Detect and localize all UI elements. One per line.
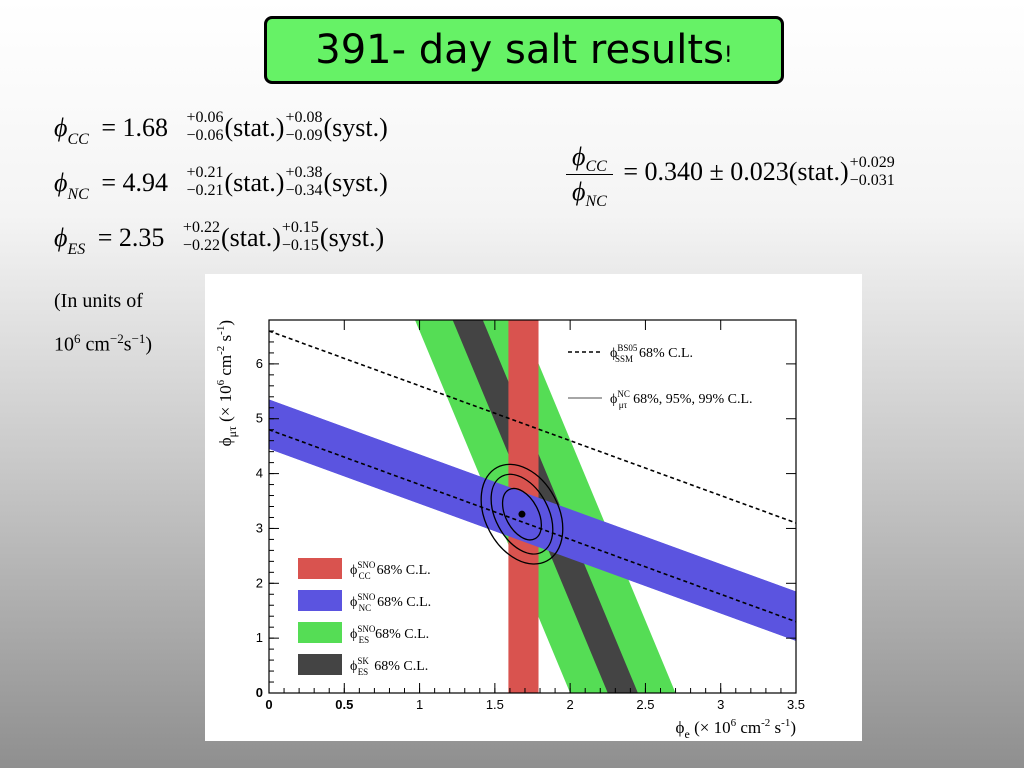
- ratio-fraction: ϕCC ϕNC: [566, 142, 613, 210]
- legend-bottom-label-1: ϕSNO NC 68% C.L.: [350, 592, 431, 613]
- stat-label: (stat.): [220, 222, 281, 252]
- y-tick-label: 3: [256, 520, 263, 535]
- x-axis-label: ϕe (× 106 cm-2 s-1): [676, 717, 796, 741]
- y-tick-label: 4: [256, 466, 263, 481]
- slide-title: 391- day salt results: [315, 27, 724, 73]
- legend-swatch-1: [298, 590, 342, 611]
- y-tick-label: 6: [256, 356, 263, 371]
- contour-68: [501, 487, 542, 541]
- syst-label: (syst.): [319, 222, 385, 252]
- legend-top-label-0: ϕBS05 SSM 68% C.L.: [610, 343, 693, 364]
- units-note: (In units of 106 cm−2s−1): [54, 282, 152, 364]
- syst-label: (syst.): [323, 112, 388, 142]
- slide-title-box: 391- day salt results!: [264, 16, 784, 84]
- contour-99: [480, 463, 564, 565]
- units-line-2: 106 cm−2s−1): [54, 331, 153, 356]
- y-tick-label: 1: [256, 630, 263, 645]
- syst-error: +0.38 −0.34: [285, 164, 323, 199]
- x-tick-label: 2.5: [636, 697, 654, 712]
- stat-error: +0.06 −0.06: [186, 109, 224, 144]
- ratio-equation: ϕCC ϕNC = 0.340 ± 0.023(stat.) +0.029 −0.0…: [566, 142, 896, 210]
- stat-error: +0.21 −0.21: [186, 164, 224, 199]
- flux-plot: 0 0.5 1 1.5 2 2.5 3 3.5 0 1 2 3 4 5 6 ϕe (× 106 cm-2 s-…: [215, 319, 805, 741]
- legend-bottom-label-0: ϕSNO CC 68% C.L.: [350, 560, 431, 581]
- legend-top-label-1: ϕNC μτ 68%, 95%, 99% C.L.: [610, 389, 753, 410]
- x-tick-label: 3.5: [787, 697, 805, 712]
- legend-bottom-label-2: ϕSNO ES 68% C.L.: [350, 624, 429, 645]
- ssm-line-0: [269, 330, 796, 524]
- syst-label: (syst.): [323, 167, 388, 197]
- phi-symbol: ϕ: [54, 222, 68, 252]
- equation-value: = 4.94: [101, 167, 168, 197]
- phi-subscript: CC: [67, 130, 89, 148]
- legend-swatch-0: [298, 558, 342, 579]
- x-tick-label: 0: [265, 697, 272, 712]
- x-tick-label: 1.5: [486, 697, 504, 712]
- equation-cc: ϕCC = 1.68 +0.06 −0.06 (stat.) +0.08 −0.09 (s…: [54, 109, 388, 148]
- equation-value: = 2.35: [97, 222, 165, 252]
- slide-title-suffix: !: [723, 42, 733, 68]
- y-tick-label: 0: [256, 685, 263, 700]
- equation-nc: ϕNC = 4.94 +0.21 −0.21 (stat.) +0.38 −0.34 (s…: [54, 164, 388, 203]
- equation-es: ϕES = 2.35 +0.22 −0.22 (stat.) +0.15 −0.15 (s…: [54, 219, 385, 258]
- x-tick-label: 1: [416, 697, 423, 712]
- legend-bottom-label-3: ϕSK ES 68% C.L.: [350, 656, 428, 677]
- contour-95: [490, 473, 554, 555]
- legend-swatch-3: [298, 654, 342, 675]
- plot-area: [269, 320, 796, 693]
- flux-plot-panel: 0 0.5 1 1.5 2 2.5 3 3.5 0 1 2 3 4 5 6 ϕe (× 106 cm-2 s-…: [205, 274, 862, 741]
- y-axis-label: ϕμτ (× 106 cm-2 s-1): [215, 320, 239, 446]
- stat-label: (stat.): [224, 112, 285, 142]
- stat-error: +0.22 −0.22: [182, 219, 220, 254]
- ratio-value: = 0.340 ± 0.023(stat.): [623, 157, 849, 187]
- phi-subscript: NC: [67, 185, 89, 203]
- x-tick-label: 2: [567, 697, 574, 712]
- y-tick-label: 5: [256, 411, 263, 426]
- ratio-syst-error: +0.029 −0.031: [849, 153, 895, 189]
- ssm-line-1: [269, 428, 796, 623]
- x-tick-label: 3: [717, 697, 724, 712]
- units-line-1: (In units of: [54, 290, 143, 312]
- phi-subscript: ES: [67, 240, 86, 258]
- stat-label: (stat.): [224, 167, 285, 197]
- best-fit-point: [518, 510, 526, 518]
- equation-value: = 1.68: [101, 112, 168, 142]
- x-tick-label: 0.5: [335, 697, 353, 712]
- syst-error: +0.15 −0.15: [281, 219, 319, 254]
- phi-symbol: ϕ: [54, 112, 68, 142]
- band-nc-overlay: [269, 399, 796, 641]
- phi-symbol: ϕ: [54, 167, 68, 197]
- y-tick-label: 2: [256, 575, 263, 590]
- syst-error: +0.08 −0.09: [285, 109, 323, 144]
- legend-swatch-2: [298, 622, 342, 643]
